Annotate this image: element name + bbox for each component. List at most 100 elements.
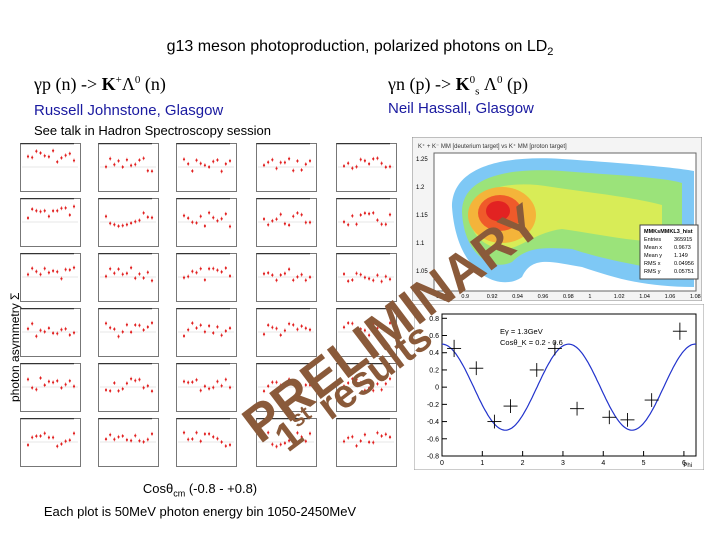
stats-title: MMKsMMKL3_hist <box>644 229 693 235</box>
y-tick-label: 0 <box>435 385 439 392</box>
asymmetry-thumbnail-plot <box>336 363 397 412</box>
data-point <box>672 322 687 340</box>
y-tick-label: -0.2 <box>427 402 439 409</box>
data-point <box>529 363 544 377</box>
asymmetry-thumbnail-plot <box>98 418 159 467</box>
histogram-header: K⁺ + K⁻ MM [deuterium target] vs K⁺ MM [… <box>418 143 567 150</box>
x-tick-label: 6 <box>682 460 686 467</box>
histogram-stats-box: MMKsMMKL3_hist Entries 365915 Mean x 0.9673… <box>639 224 699 280</box>
asymmetry-thumbnail-plot <box>98 198 159 247</box>
stats-label: RMS x <box>644 261 661 267</box>
asymmetry-thumbnail-plot <box>176 308 237 357</box>
stats-value: 365915 <box>674 237 692 243</box>
histogram-x-tick: 1.02 <box>614 294 625 300</box>
stats-label: Entries <box>644 237 661 243</box>
asymmetry-thumbnail-plot <box>20 363 81 412</box>
asymmetry-thumbnail-plot <box>20 198 81 247</box>
asymmetry-thumbnail-plot <box>256 418 317 467</box>
histogram-y-ticks: 1.25 1.2 1.15 1.1 1.05 <box>416 157 428 275</box>
asymmetry-thumbnail-plot <box>98 363 159 412</box>
asymmetry-thumbnail-plot <box>98 253 159 302</box>
asymmetry-thumbnail-plot <box>176 253 237 302</box>
stats-value: 1.149 <box>674 253 688 259</box>
asymmetry-thumbnail-plot <box>20 418 81 467</box>
histogram-x-tick: 1 <box>588 294 591 300</box>
y-tick-label: 0.6 <box>429 333 439 340</box>
stats-value: 0.04956 <box>674 261 694 267</box>
histogram-x-tick: 0.98 <box>563 294 574 300</box>
histogram-x-tick: 1.06 <box>665 294 676 300</box>
data-point <box>503 399 518 413</box>
legend-entry: Cosθ_K = 0.2 - 0.6 <box>500 338 563 347</box>
asymmetry-thumbnail-plot <box>256 253 317 302</box>
y-tick-label: 0.4 <box>429 350 439 357</box>
stats-value: 0.05751 <box>674 269 694 275</box>
histogram-x-tick: 0.92 <box>487 294 498 300</box>
y-tick-label: -0.4 <box>427 419 439 426</box>
asymmetry-thumbnail-plot <box>176 143 237 192</box>
asymmetry-thumbnail-plot <box>256 308 317 357</box>
missing-mass-2d-histogram: K⁺ + K⁻ MM [deuterium target] vs K⁺ MM [… <box>412 137 702 301</box>
asymmetry-thumbnail-plot <box>20 143 81 192</box>
data-point <box>469 361 484 376</box>
phi-plot-axes <box>441 313 697 457</box>
right-author: Neil Hassall, Glasgow <box>388 100 534 117</box>
x-tick-label: 2 <box>521 460 525 467</box>
data-point <box>602 410 617 425</box>
y-tick-label: -0.8 <box>427 454 439 461</box>
left-author: Russell Johnstone, Glasgow <box>34 102 224 119</box>
histogram-x-ticks: 0.88 0.9 0.92 0.94 0.96 0.98 1 1.02 1.04 1.06 1.08 <box>436 294 701 300</box>
left-reaction: γp (n) -> K+Λ0 (n) <box>34 74 166 94</box>
asymmetry-thumbnail-plot <box>176 363 237 412</box>
histogram-y-tick: 1.05 <box>416 269 428 275</box>
histogram-x-tick: 1.04 <box>639 294 650 300</box>
asymmetry-thumbnail-plot <box>176 198 237 247</box>
asymmetry-thumbnail-plot <box>20 253 81 302</box>
histogram-y-tick: 1.1 <box>416 241 425 247</box>
asymmetry-thumbnail-plot <box>336 418 397 467</box>
histogram-blob <box>452 158 694 287</box>
x-tick-label: 0 <box>440 460 444 467</box>
asymmetry-thumbnail-plot <box>336 308 397 357</box>
stats-label: RMS y <box>644 269 661 275</box>
x-axis-label: Phi <box>683 463 692 469</box>
asymmetry-plot-grid <box>20 143 416 473</box>
asymmetry-thumbnail-plot <box>336 143 397 192</box>
session-note: See talk in Hadron Spectroscopy session <box>34 123 272 138</box>
phi-plot-frame <box>414 304 704 470</box>
y-tick-label: -0.6 <box>427 436 439 443</box>
fit-curve <box>441 343 696 431</box>
phi-asymmetry-plot: 0.80.60.40.20-0.2-0.4-0.6-0.80 1 2 3 4 5 6PhiE… <box>414 304 704 470</box>
data-point <box>447 339 462 358</box>
asymmetry-thumbnail-plot <box>20 308 81 357</box>
stats-label: Mean y <box>644 253 662 259</box>
asymmetry-thumbnail-plot <box>256 363 317 412</box>
histogram-x-tick: 0.96 <box>538 294 549 300</box>
slide-title: g13 meson photoproduction, polarized pho… <box>166 38 554 59</box>
caption-energy-line: Each plot is 50MeV photon energy bin 105… <box>43 503 357 519</box>
x-tick-label: 4 <box>601 460 605 467</box>
right-reaction: γn (p) -> K0s Λ0 (p) <box>388 74 528 98</box>
caption-cos-line: Cosθcm (-0.8 - +0.8) <box>142 481 258 499</box>
asymmetry-thumbnail-plot <box>98 143 159 192</box>
slide-caption: Cosθcm (-0.8 - +0.8) Each plot is 50MeV … <box>0 480 400 520</box>
data-point <box>644 393 659 407</box>
data-point <box>570 401 585 416</box>
histogram-y-tick: 1.2 <box>416 185 425 191</box>
x-tick-label: 5 <box>642 460 646 467</box>
y-tick-label: 0.2 <box>429 367 439 374</box>
histogram-y-tick: 1.25 <box>416 157 428 163</box>
asymmetry-thumbnail-plot <box>256 198 317 247</box>
histogram-x-tick: 0.94 <box>512 294 523 300</box>
data-point <box>547 341 562 356</box>
stats-label: Mean x <box>644 245 662 251</box>
legend-entry: Eγ = 1.3GeV <box>500 327 543 336</box>
asymmetry-thumbnail-plot <box>256 143 317 192</box>
asymmetry-thumbnail-plot <box>336 253 397 302</box>
data-point <box>487 414 502 429</box>
asymmetry-thumbnail-plot <box>336 198 397 247</box>
histogram-x-tick: 0.88 <box>436 294 447 300</box>
stats-value: 0.9673 <box>674 245 691 251</box>
stats-rows: Entries 365915 Mean x 0.9673 Mean y 1.149 RMS … <box>644 237 694 275</box>
x-tick-label: 3 <box>561 460 565 467</box>
